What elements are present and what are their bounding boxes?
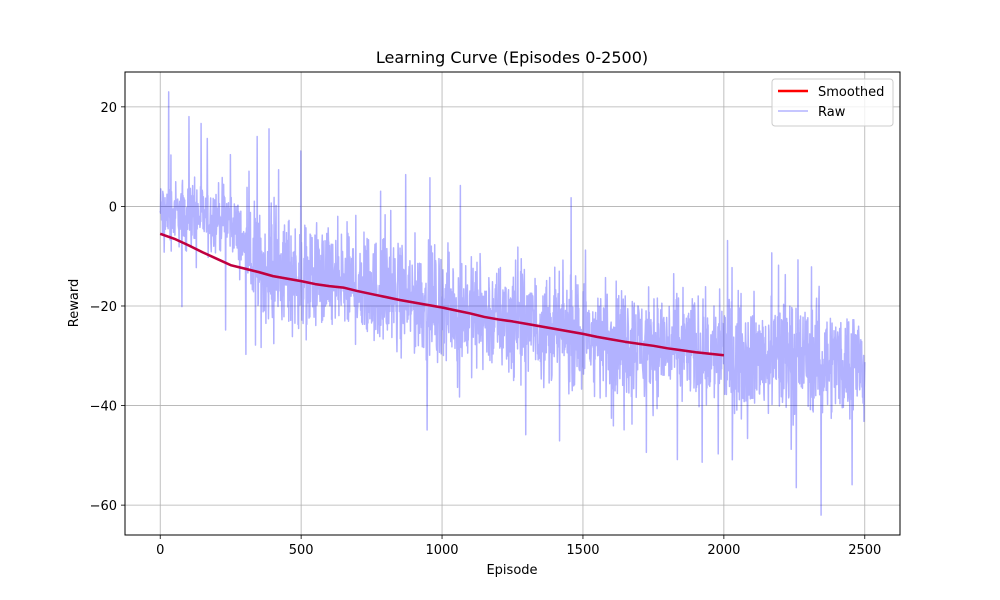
- chart-title: Learning Curve (Episodes 0-2500): [376, 48, 648, 67]
- axis-ticks: 0 500 1000 1500 2000 2500 −60 −40 −20 0 20: [90, 101, 882, 558]
- x-tick-label: 0: [156, 543, 164, 558]
- y-tick-label: −40: [90, 400, 117, 415]
- legend-raw-label: Raw: [818, 105, 846, 120]
- x-tick-label: 2500: [848, 543, 881, 558]
- y-tick-label: −20: [90, 300, 117, 315]
- y-tick-label: 0: [109, 200, 117, 215]
- raw-line: [159, 91, 866, 516]
- x-tick-label: 1500: [566, 543, 599, 558]
- y-tick-label: −60: [90, 499, 117, 514]
- smoothed-series: [159, 232, 724, 357]
- x-axis-label: Episode: [486, 563, 537, 578]
- x-tick-label: 2000: [707, 543, 740, 558]
- x-tick-label: 1000: [425, 543, 458, 558]
- y-tick-label: 20: [100, 101, 117, 116]
- plot-frame: [124, 71, 901, 536]
- legend-smoothed-label: Smoothed: [818, 85, 884, 100]
- grid: [125, 72, 900, 535]
- smoothed-line-overlay: [159, 232, 724, 357]
- y-axis-label: Reward: [67, 279, 82, 327]
- x-tick-label: 500: [289, 543, 314, 558]
- smoothed-line: [159, 232, 724, 357]
- legend: Smoothed Raw: [771, 78, 894, 127]
- raw-series: [159, 91, 866, 516]
